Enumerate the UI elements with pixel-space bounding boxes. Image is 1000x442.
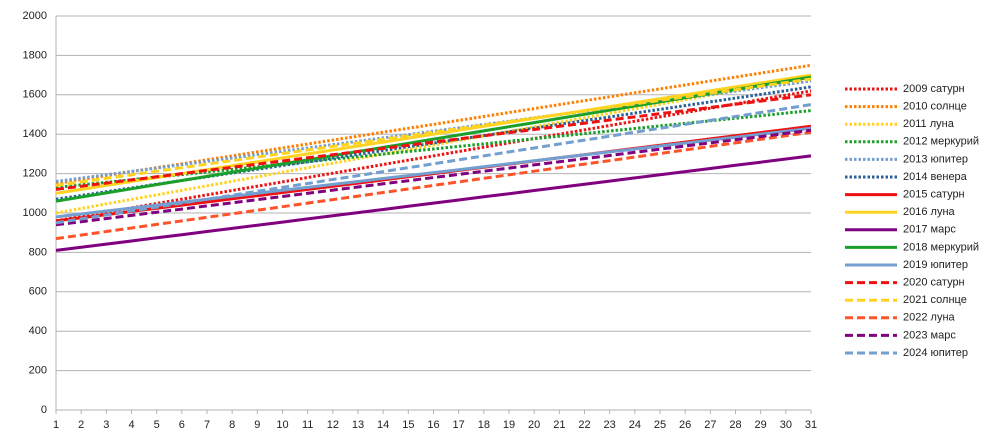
series-line bbox=[55, 103, 812, 225]
legend-label: 2015 сатурн bbox=[903, 189, 965, 201]
y-tick-label: 2000 bbox=[23, 10, 47, 22]
legend-label: 2011 луна bbox=[903, 118, 955, 130]
y-tick-label: 400 bbox=[29, 325, 47, 337]
y-tick-label: 1000 bbox=[23, 207, 47, 219]
y-tick-label: 1200 bbox=[23, 168, 47, 180]
legend-label: 2023 марс bbox=[903, 329, 956, 341]
legend-label: 2014 венера bbox=[903, 171, 968, 183]
series-line bbox=[55, 77, 812, 187]
x-tick-label: 12 bbox=[327, 419, 339, 431]
x-tick-label: 15 bbox=[402, 419, 414, 431]
x-tick-label: 5 bbox=[154, 419, 160, 431]
x-tick-label: 31 bbox=[805, 419, 817, 431]
legend-label: 2009 сатурн bbox=[903, 83, 965, 95]
x-tick-label: 29 bbox=[755, 419, 767, 431]
x-tick-label: 11 bbox=[302, 419, 313, 431]
x-tick-label: 2 bbox=[78, 419, 84, 431]
series-line bbox=[55, 128, 812, 227]
x-tick-label: 22 bbox=[578, 419, 590, 431]
legend-label: 2010 солнце bbox=[903, 101, 967, 113]
x-tick-label: 13 bbox=[352, 419, 364, 431]
x-tick-label: 26 bbox=[679, 419, 691, 431]
x-tick-label: 18 bbox=[478, 419, 490, 431]
legend-label: 2021 солнце bbox=[903, 294, 967, 306]
y-tick-label: 1800 bbox=[23, 49, 47, 61]
series-line bbox=[55, 93, 812, 191]
legend-label: 2017 марс bbox=[903, 224, 956, 236]
x-tick-label: 30 bbox=[780, 419, 792, 431]
legend-label: 2018 меркурий bbox=[903, 241, 979, 253]
y-tick-label: 200 bbox=[29, 365, 47, 377]
y-tick-label: 0 bbox=[41, 404, 47, 416]
x-tick-label: 20 bbox=[528, 419, 540, 431]
legend-label: 2012 меркурий bbox=[903, 136, 979, 148]
x-tick-label: 1 bbox=[53, 419, 59, 431]
y-tick-label: 800 bbox=[29, 246, 47, 258]
x-tick-label: 21 bbox=[553, 419, 565, 431]
x-tick-label: 19 bbox=[503, 419, 515, 431]
legend-label: 2019 юпитер bbox=[903, 259, 968, 271]
y-tick-label: 1400 bbox=[23, 128, 47, 140]
x-tick-label: 8 bbox=[229, 419, 235, 431]
x-tick-label: 17 bbox=[453, 419, 465, 431]
x-tick-label: 7 bbox=[204, 419, 210, 431]
series-line bbox=[55, 75, 812, 215]
x-tick-label: 24 bbox=[629, 419, 641, 431]
series-line bbox=[55, 154, 812, 252]
legend-label: 2013 юпитер bbox=[903, 153, 968, 165]
legend-label: 2022 луна bbox=[903, 312, 956, 324]
series-line bbox=[55, 130, 812, 241]
legend-label: 2016 луна bbox=[903, 206, 956, 218]
y-tick-label: 1600 bbox=[23, 89, 47, 101]
y-tick-label: 600 bbox=[29, 286, 47, 298]
series-line bbox=[55, 89, 812, 223]
x-tick-label: 25 bbox=[654, 419, 666, 431]
x-tick-label: 9 bbox=[254, 419, 260, 431]
legend-label: 2024 юпитер bbox=[903, 347, 968, 359]
x-tick-label: 27 bbox=[704, 419, 716, 431]
x-tick-label: 23 bbox=[604, 419, 616, 431]
series-line bbox=[55, 75, 812, 203]
x-tick-label: 6 bbox=[179, 419, 185, 431]
x-tick-label: 10 bbox=[276, 419, 288, 431]
x-tick-label: 16 bbox=[427, 419, 439, 431]
x-tick-label: 28 bbox=[729, 419, 741, 431]
x-tick-label: 14 bbox=[377, 419, 389, 431]
legend-label: 2020 сатурн bbox=[903, 277, 965, 289]
x-tick-label: 4 bbox=[128, 419, 134, 431]
x-tick-label: 3 bbox=[103, 419, 109, 431]
